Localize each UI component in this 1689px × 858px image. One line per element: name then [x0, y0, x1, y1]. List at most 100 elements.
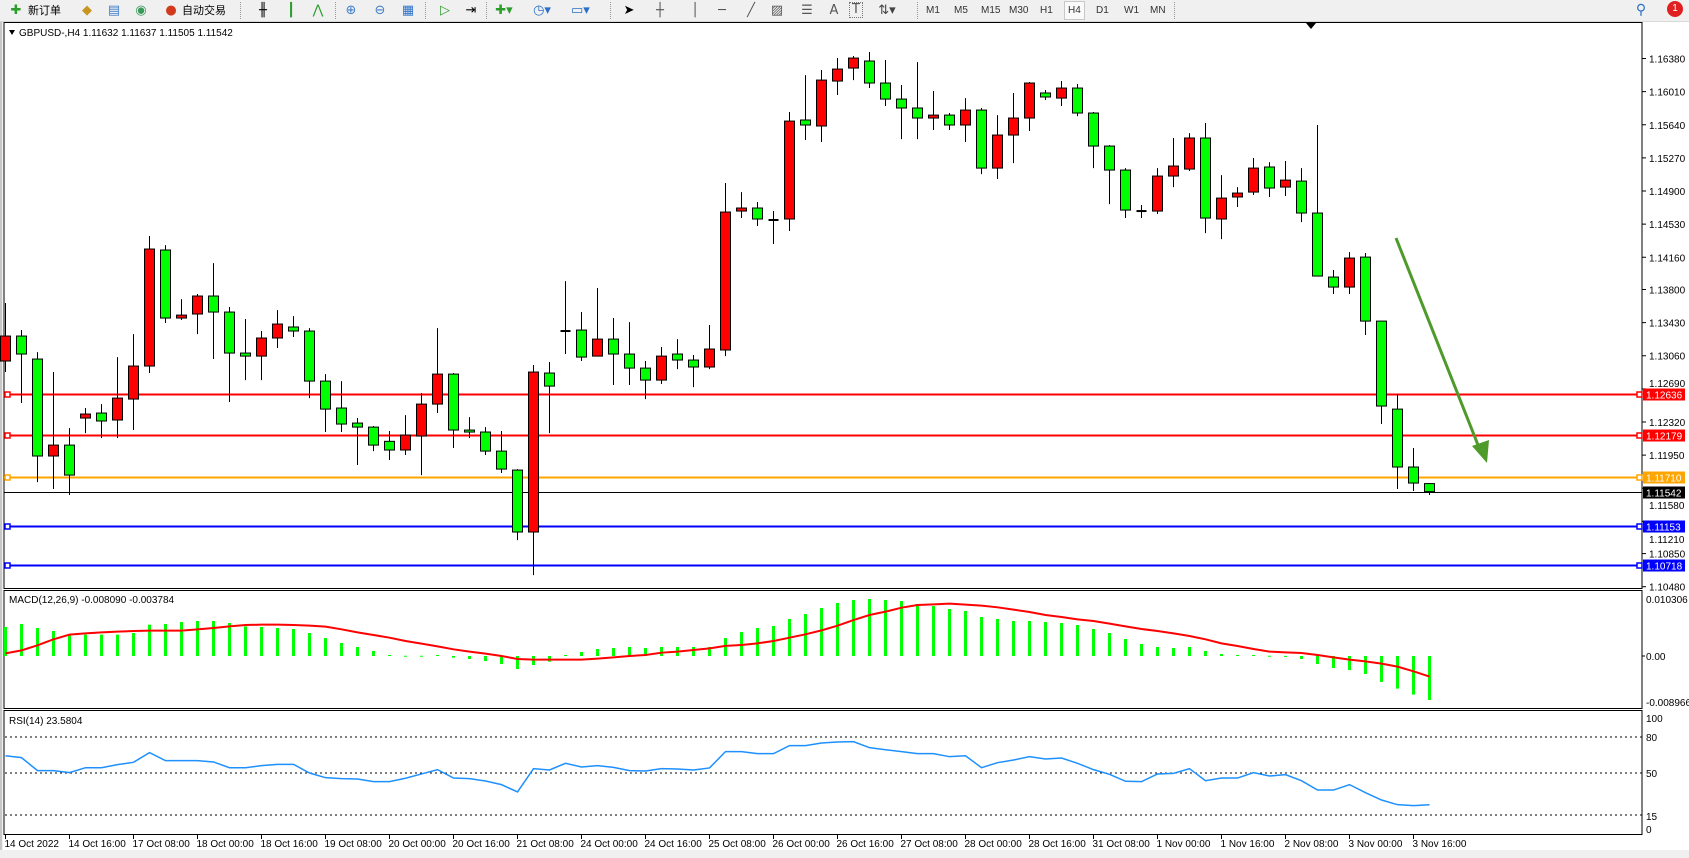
- macd-histogram-bar: [1332, 656, 1335, 669]
- candle-bull: [592, 338, 603, 357]
- new-order-icon[interactable]: ✚: [10, 3, 22, 18]
- notification-badge[interactable]: 1: [1667, 1, 1683, 17]
- candle-bear: [160, 249, 171, 319]
- macd-histogram-bar: [580, 651, 583, 656]
- price-tick-label: 1.12320: [1649, 418, 1686, 429]
- tile-windows-icon[interactable]: ▦: [401, 3, 415, 18]
- search-icon[interactable]: ⚲: [1635, 2, 1647, 18]
- auto-trading-icon[interactable]: ●: [165, 3, 177, 18]
- vertical-line-icon[interactable]: │: [691, 3, 699, 18]
- macd-histogram-bar: [1412, 656, 1415, 695]
- trendline-icon[interactable]: ╱: [747, 3, 755, 18]
- time-tick-label: 18 Oct 00:00: [197, 839, 255, 850]
- bid-tag-box: [1643, 486, 1685, 499]
- candle-bear: [1296, 180, 1307, 214]
- arrows-icon[interactable]: ⇅▾: [878, 3, 896, 18]
- candle-bull: [1344, 257, 1355, 288]
- candle-bear: [1264, 166, 1275, 189]
- new-order-button[interactable]: 新订单: [28, 4, 61, 17]
- macd-histogram-bar: [276, 628, 279, 656]
- fibonacci-channel-icon[interactable]: ▨: [770, 3, 784, 18]
- signals-icon[interactable]: ◉: [135, 3, 147, 18]
- level-handle: [4, 474, 11, 481]
- indicators-icon[interactable]: ✚▾: [495, 3, 513, 18]
- period-h1[interactable]: H1: [1040, 5, 1053, 16]
- period-m15[interactable]: M15: [981, 5, 1001, 16]
- candle-bear: [1360, 256, 1371, 322]
- arrow-shaft: [1394, 237, 1480, 446]
- macd-histogram-bar: [852, 600, 855, 656]
- text-label-icon[interactable]: T: [849, 2, 863, 18]
- candle-bear: [352, 422, 363, 428]
- macd-histogram-bar: [180, 621, 183, 656]
- macd-histogram-bar: [1428, 656, 1431, 700]
- toolbar-separator: [425, 2, 426, 19]
- chart-shift-marker[interactable]: [1306, 23, 1316, 29]
- chart-shift-icon[interactable]: ⇥: [465, 3, 477, 18]
- trend-arrow[interactable]: [1394, 237, 1489, 463]
- macd-histogram-bar: [1220, 653, 1223, 656]
- macd-histogram-bar: [868, 598, 871, 656]
- candle-bear: [512, 469, 523, 533]
- period-w1[interactable]: W1: [1124, 5, 1139, 16]
- text-icon[interactable]: A: [829, 3, 839, 18]
- level-handle: [1636, 523, 1643, 530]
- macd-histogram-bar: [1060, 623, 1063, 656]
- candle-bull: [1056, 87, 1067, 99]
- cursor-icon[interactable]: ➤: [623, 3, 635, 18]
- period-d1[interactable]: D1: [1096, 5, 1109, 16]
- macd-histogram-bar: [628, 646, 631, 656]
- macd-histogram-bar: [948, 608, 951, 656]
- macd-histogram-bar: [884, 600, 887, 656]
- candle-bear: [1312, 212, 1323, 277]
- macd-histogram-bar: [1252, 655, 1255, 657]
- price-tick-label: 1.16380: [1649, 55, 1686, 66]
- horizontal-line-icon[interactable]: ─: [718, 3, 726, 18]
- candle-bull: [400, 434, 411, 451]
- period-mn[interactable]: MN: [1150, 5, 1166, 16]
- macd-histogram-bar: [660, 646, 663, 656]
- time-axis: 14 Oct 2022 14 Oct 16:00 17 Oct 08:00 18 Oc…: [5, 835, 1467, 850]
- macd-histogram-bar: [692, 646, 695, 656]
- fibonacci-icon[interactable]: ☰: [801, 3, 813, 18]
- period-m30[interactable]: M30: [1009, 5, 1029, 16]
- time-tick-label: 19 Oct 08:00: [325, 839, 383, 850]
- period-m1[interactable]: M1: [926, 5, 940, 16]
- templates-icon[interactable]: ▭▾: [571, 3, 590, 18]
- zoom-out-icon[interactable]: ⊖: [374, 3, 386, 18]
- macd-histogram-bar: [1044, 621, 1047, 656]
- zoom-in-icon[interactable]: ⊕: [345, 3, 357, 18]
- macd-histogram-bar: [84, 634, 87, 656]
- macd-histogram-bar: [52, 631, 55, 656]
- auto-trading-button[interactable]: 自动交易: [182, 4, 226, 17]
- line-chart-icon[interactable]: ⋀: [312, 3, 324, 18]
- macd-histogram-bar: [1172, 648, 1175, 656]
- toolbar-separator: [1174, 2, 1175, 19]
- candle-bear: [448, 373, 459, 431]
- crosshair-icon[interactable]: ┼: [656, 3, 664, 18]
- header-dropdown-icon[interactable]: [9, 30, 15, 35]
- periods-icon[interactable]: ◷▾: [533, 3, 551, 18]
- market-watch-icon[interactable]: ◆: [82, 3, 92, 18]
- macd-histogram-bar: [20, 623, 23, 656]
- price-tick-label: 1.10480: [1649, 583, 1686, 594]
- macd-histogram-bar: [756, 628, 759, 656]
- time-tick-label: 1 Nov 16:00: [1221, 839, 1275, 850]
- candle-bull: [736, 207, 747, 212]
- bar-chart-icon[interactable]: ╫: [259, 3, 267, 18]
- period-h4[interactable]: H4: [1064, 1, 1085, 20]
- candlestick-chart-icon[interactable]: ┃: [287, 3, 295, 18]
- period-m5[interactable]: M5: [954, 5, 968, 16]
- candle-bull: [48, 444, 59, 457]
- rsi-axis-15: 15: [1646, 812, 1658, 823]
- time-tick-label: 1 Nov 00:00: [1157, 839, 1211, 850]
- data-window-icon[interactable]: ▤: [107, 3, 121, 18]
- macd-histogram-bar: [564, 655, 567, 657]
- macd-histogram-bar: [292, 628, 295, 656]
- price-tick-label: 1.11950: [1649, 451, 1685, 462]
- macd-histogram-bar: [1236, 655, 1239, 657]
- auto-scroll-icon[interactable]: ▷: [440, 3, 450, 18]
- candle-bear: [32, 358, 43, 457]
- level-tag: [1643, 520, 1685, 533]
